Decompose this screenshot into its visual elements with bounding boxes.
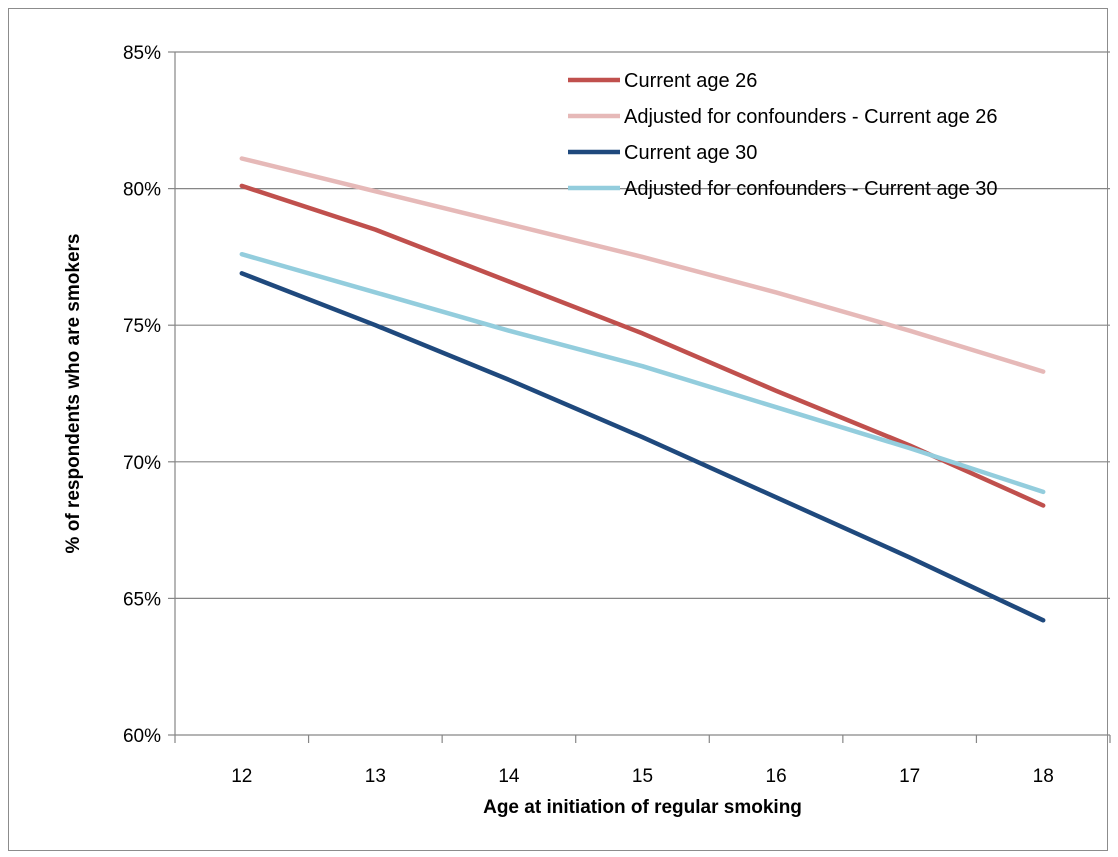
y-tick-label: 85% bbox=[123, 43, 161, 64]
series-line-4 bbox=[239, 251, 1046, 495]
series-line-2 bbox=[239, 156, 1046, 374]
y-tick-label: 80% bbox=[123, 180, 161, 201]
series-line-1 bbox=[239, 183, 1046, 508]
x-tick-label: 14 bbox=[498, 766, 520, 787]
legend-label: Adjusted for confounders - Current age 2… bbox=[624, 106, 998, 128]
x-axis-title: Age at initiation of regular smoking bbox=[483, 797, 802, 818]
series-lines bbox=[239, 156, 1046, 623]
y-axis-title: % of respondents who are smokers bbox=[63, 234, 84, 554]
legend-label: Current age 30 bbox=[624, 142, 757, 164]
y-tick-label: 65% bbox=[123, 589, 161, 610]
x-tick-label: 18 bbox=[1033, 766, 1054, 787]
gridlines bbox=[175, 51, 1110, 600]
legend: Current age 26 Adjusted for confounders -… bbox=[568, 70, 998, 200]
x-tick-label: 13 bbox=[365, 766, 386, 787]
x-tick-label: 17 bbox=[899, 766, 920, 787]
y-tick-label: 75% bbox=[123, 316, 161, 337]
x-tick-label: 15 bbox=[632, 766, 653, 787]
chart-frame bbox=[8, 8, 1108, 851]
legend-label: Adjusted for confounders - Current age 3… bbox=[624, 178, 998, 200]
legend-label: Current age 26 bbox=[624, 70, 757, 92]
axes: 60% 65% 70% 75% 80% 85% 12 13 14 15 16 17 18 bbox=[123, 43, 1111, 787]
x-tick-label: 12 bbox=[231, 766, 252, 787]
x-tick-label: 16 bbox=[766, 766, 787, 787]
y-tick-label: 60% bbox=[123, 726, 161, 747]
series-line-3 bbox=[239, 271, 1046, 623]
y-tick-label: 70% bbox=[123, 453, 161, 474]
